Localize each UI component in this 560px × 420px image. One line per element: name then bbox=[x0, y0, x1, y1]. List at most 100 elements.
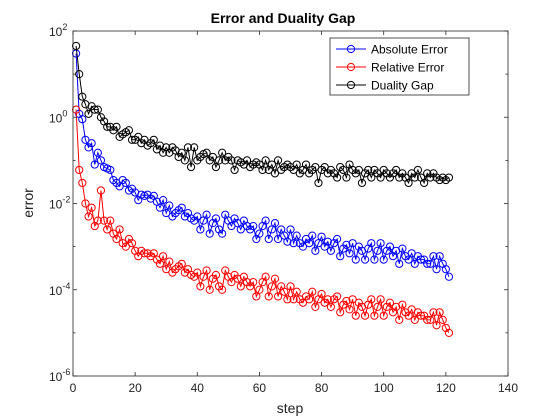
legend-marker bbox=[346, 44, 356, 54]
data-point bbox=[267, 282, 276, 291]
data-point bbox=[183, 143, 193, 152]
data-point bbox=[177, 203, 186, 212]
data-point bbox=[252, 292, 261, 301]
data-point bbox=[392, 165, 401, 175]
data-point bbox=[270, 274, 280, 283]
data-point bbox=[292, 231, 301, 240]
series-line bbox=[75, 45, 450, 185]
data-point bbox=[106, 165, 115, 175]
data-point bbox=[162, 265, 171, 274]
data-point bbox=[112, 234, 121, 244]
data-point bbox=[214, 156, 224, 165]
data-point bbox=[233, 274, 242, 283]
data-point bbox=[429, 308, 438, 317]
data-point bbox=[75, 165, 84, 175]
data-point bbox=[81, 100, 90, 109]
data-point bbox=[115, 225, 124, 234]
data-point bbox=[423, 259, 432, 268]
legend-label: Relative Error bbox=[371, 61, 444, 75]
data-point bbox=[376, 295, 385, 304]
data-point bbox=[115, 182, 124, 191]
legend-label: Absolute Error bbox=[371, 43, 448, 57]
data-point bbox=[93, 216, 102, 225]
data-point bbox=[348, 239, 357, 248]
data-point bbox=[311, 246, 320, 255]
data-point bbox=[72, 105, 81, 114]
data-point bbox=[202, 148, 211, 157]
legend: Absolute Error Relative Error Duality Gap bbox=[329, 37, 470, 96]
data-point bbox=[376, 173, 385, 182]
data-point bbox=[255, 229, 264, 238]
data-point bbox=[103, 225, 112, 234]
data-point bbox=[367, 173, 376, 182]
data-point bbox=[317, 232, 326, 241]
data-point bbox=[273, 234, 283, 244]
y-tick-label: 10-6 bbox=[49, 367, 70, 384]
data-point bbox=[103, 122, 112, 131]
x-tick-label: 20 bbox=[128, 381, 142, 395]
data-point bbox=[351, 311, 360, 320]
data-point bbox=[249, 221, 258, 231]
data-point bbox=[398, 244, 407, 253]
y-tick-label: 10-4 bbox=[49, 281, 70, 298]
data-point bbox=[155, 203, 165, 212]
data-point bbox=[87, 203, 96, 212]
data-point bbox=[317, 289, 326, 299]
x-axis-label: step bbox=[277, 400, 304, 416]
data-point bbox=[93, 148, 102, 157]
data-point bbox=[149, 249, 158, 258]
data-point bbox=[410, 315, 419, 324]
data-point bbox=[364, 165, 373, 175]
series-line bbox=[75, 109, 450, 334]
data-point bbox=[72, 41, 81, 51]
data-point bbox=[202, 266, 211, 275]
data-point bbox=[444, 328, 454, 337]
data-point bbox=[205, 285, 214, 294]
data-point bbox=[404, 178, 413, 188]
x-tick-label: 120 bbox=[436, 381, 456, 395]
data-point bbox=[292, 160, 301, 169]
data-point bbox=[298, 242, 308, 251]
data-point bbox=[379, 255, 388, 264]
data-point bbox=[78, 92, 87, 101]
data-point bbox=[410, 173, 419, 182]
data-point bbox=[84, 212, 93, 221]
data-point bbox=[360, 255, 370, 264]
data-point bbox=[236, 225, 245, 234]
data-point bbox=[149, 135, 158, 144]
data-point bbox=[395, 315, 404, 324]
data-point bbox=[413, 165, 422, 175]
plot-area bbox=[72, 41, 454, 337]
data-point bbox=[242, 156, 252, 165]
data-point bbox=[96, 156, 106, 165]
x-tick-label: 60 bbox=[253, 381, 267, 395]
data-point bbox=[249, 278, 258, 287]
data-point bbox=[273, 292, 283, 301]
data-point bbox=[416, 311, 426, 320]
data-point bbox=[441, 265, 450, 274]
data-point bbox=[342, 296, 351, 306]
data-point bbox=[196, 225, 205, 234]
data-point bbox=[351, 255, 360, 264]
data-point bbox=[376, 239, 385, 248]
data-point bbox=[333, 234, 342, 244]
data-point bbox=[208, 152, 217, 162]
data-point bbox=[444, 173, 454, 182]
data-point bbox=[420, 178, 429, 188]
data-point bbox=[193, 268, 202, 277]
data-point bbox=[336, 252, 345, 261]
y-tick-label: 10-2 bbox=[49, 195, 70, 212]
series-0 bbox=[72, 49, 454, 281]
data-point bbox=[218, 285, 227, 294]
data-point bbox=[90, 160, 99, 169]
data-point bbox=[155, 259, 165, 268]
data-point bbox=[283, 237, 292, 246]
data-point bbox=[298, 298, 308, 307]
data-point bbox=[261, 272, 270, 281]
data-point bbox=[261, 216, 270, 225]
data-point bbox=[429, 252, 438, 261]
data-point bbox=[193, 212, 202, 221]
data-point bbox=[99, 216, 109, 225]
